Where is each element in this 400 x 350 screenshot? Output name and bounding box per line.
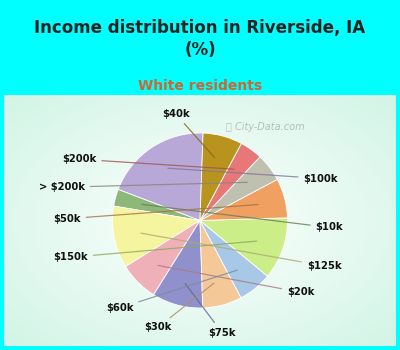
Wedge shape [200,220,268,298]
Wedge shape [200,218,288,276]
Text: $40k: $40k [162,109,214,158]
Wedge shape [114,189,200,220]
Text: $150k: $150k [53,241,257,262]
Wedge shape [126,220,200,295]
Text: $100k: $100k [168,168,338,183]
Text: $10k: $10k [142,204,343,232]
Wedge shape [200,133,242,220]
Text: $20k: $20k [158,265,314,297]
Text: $60k: $60k [106,270,237,313]
Text: $125k: $125k [141,233,342,271]
Text: Income distribution in Riverside, IA
(%): Income distribution in Riverside, IA (%) [34,19,366,60]
Text: White residents: White residents [138,79,262,93]
Wedge shape [200,180,288,220]
Wedge shape [200,144,260,220]
Text: ⓘ City-Data.com: ⓘ City-Data.com [226,122,305,132]
Text: $50k: $50k [53,204,258,224]
Wedge shape [118,133,203,220]
Text: $75k: $75k [185,284,236,337]
Wedge shape [154,220,203,308]
Wedge shape [112,206,200,267]
Text: $30k: $30k [144,283,214,332]
Text: > $200k: > $200k [39,182,247,192]
Wedge shape [200,220,241,308]
Text: $200k: $200k [62,154,234,169]
Wedge shape [200,157,277,220]
